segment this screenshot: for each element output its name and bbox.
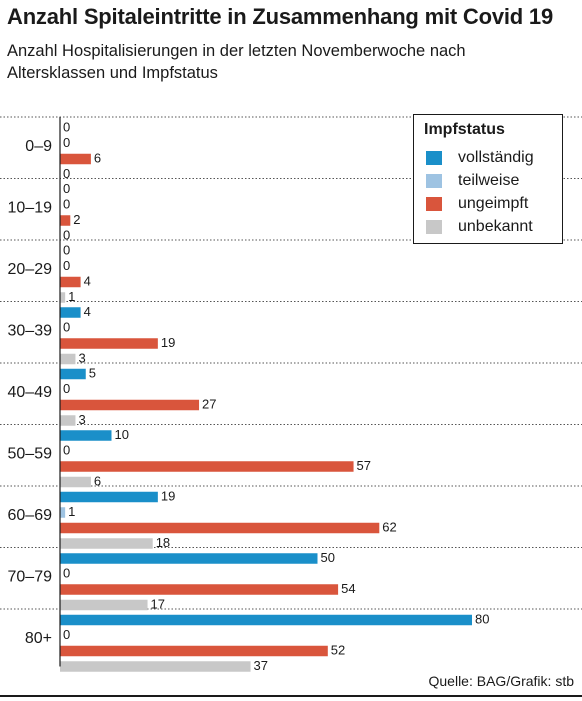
data-label: 2 — [73, 212, 80, 227]
data-label: 0 — [63, 135, 70, 150]
bar — [60, 307, 81, 318]
data-label: 0 — [63, 227, 70, 242]
legend-item-vollstaendig: vollständig — [426, 148, 534, 168]
bar — [60, 338, 158, 349]
data-label: 0 — [63, 627, 70, 642]
chart-subtitle: Anzahl Hospitalisierungen in der letzten… — [7, 42, 466, 82]
legend-item-ungeimpft: ungeimpft — [426, 194, 528, 214]
bar — [60, 553, 318, 564]
data-label: 19 — [161, 335, 175, 350]
data-label: 0 — [63, 381, 70, 396]
bar — [60, 476, 91, 488]
legend-title: Impfstatus — [424, 121, 505, 138]
bar — [60, 153, 91, 165]
data-label: 3 — [78, 412, 85, 427]
legend: Impfstatus vollständig teilweise ungeimp… — [413, 114, 563, 244]
data-label: 10 — [115, 427, 129, 442]
legend-item-unbekannt: unbekannt — [426, 217, 533, 237]
bar — [60, 399, 200, 411]
bar — [60, 415, 76, 426]
data-label: 6 — [94, 150, 101, 165]
bar — [60, 538, 153, 549]
data-label: 3 — [78, 350, 85, 365]
legend-label-teilweise: teilweise — [458, 172, 520, 189]
bar — [60, 491, 158, 503]
category-label: 60–69 — [8, 507, 53, 524]
category-label: 80+ — [25, 630, 52, 647]
legend-swatch-ungeimpft — [426, 197, 442, 211]
data-label: 52 — [331, 642, 345, 657]
data-label: 17 — [151, 596, 165, 611]
data-label: 18 — [156, 535, 170, 550]
data-label: 0 — [63, 166, 70, 181]
data-label: 1 — [68, 289, 75, 304]
legend-swatch-vollstaendig — [426, 151, 442, 165]
data-label: 0 — [63, 181, 70, 196]
bar — [60, 661, 251, 672]
bar — [60, 584, 339, 595]
legend-swatch-unbekannt — [426, 220, 442, 234]
data-label: 19 — [161, 488, 175, 503]
category-label: 50–59 — [8, 445, 53, 462]
data-label: 4 — [84, 304, 91, 319]
data-label: 57 — [357, 458, 371, 473]
data-label: 0 — [63, 258, 70, 273]
legend-swatch-teilweise — [426, 174, 442, 188]
chart-title: Anzahl Spitaleintritte in Zusammenhang m… — [7, 4, 553, 29]
bar — [60, 292, 66, 303]
data-label: 1 — [68, 504, 75, 519]
data-label: 5 — [89, 365, 96, 380]
bar — [60, 215, 71, 226]
data-label: 54 — [341, 581, 355, 596]
data-label: 50 — [321, 550, 335, 565]
bar — [60, 645, 328, 657]
data-label: 80 — [475, 611, 489, 626]
data-label: 37 — [254, 658, 268, 673]
legend-label-ungeimpft: ungeimpft — [458, 195, 529, 212]
bar — [60, 522, 380, 534]
bottom-rule — [0, 695, 582, 697]
data-label: 0 — [63, 565, 70, 580]
category-label: 30–39 — [8, 322, 53, 339]
bar — [60, 614, 472, 626]
bar — [60, 599, 148, 611]
bar — [60, 430, 112, 441]
legend-item-teilweise: teilweise — [426, 171, 519, 191]
data-label: 0 — [63, 196, 70, 211]
data-label: 0 — [63, 319, 70, 334]
source-note: Quelle: BAG/Grafik: stb — [428, 673, 575, 689]
category-label: 70–79 — [8, 568, 53, 585]
bar — [60, 461, 354, 472]
category-label: 0–9 — [25, 138, 52, 155]
category-label: 40–49 — [8, 384, 53, 401]
data-label: 27 — [202, 396, 216, 411]
bar — [60, 507, 66, 518]
legend-label-unbekannt: unbekannt — [458, 218, 533, 235]
legend-label-vollstaendig: vollständig — [458, 149, 534, 166]
data-label: 0 — [63, 242, 70, 257]
data-label: 0 — [63, 442, 70, 457]
bar — [60, 276, 81, 288]
data-label: 62 — [382, 519, 396, 534]
bar — [60, 368, 86, 380]
category-label: 20–29 — [8, 261, 53, 278]
data-label: 6 — [94, 473, 101, 488]
data-label: 0 — [63, 119, 70, 134]
bar — [60, 353, 76, 365]
category-label: 10–19 — [8, 199, 53, 216]
data-label: 4 — [84, 273, 91, 288]
